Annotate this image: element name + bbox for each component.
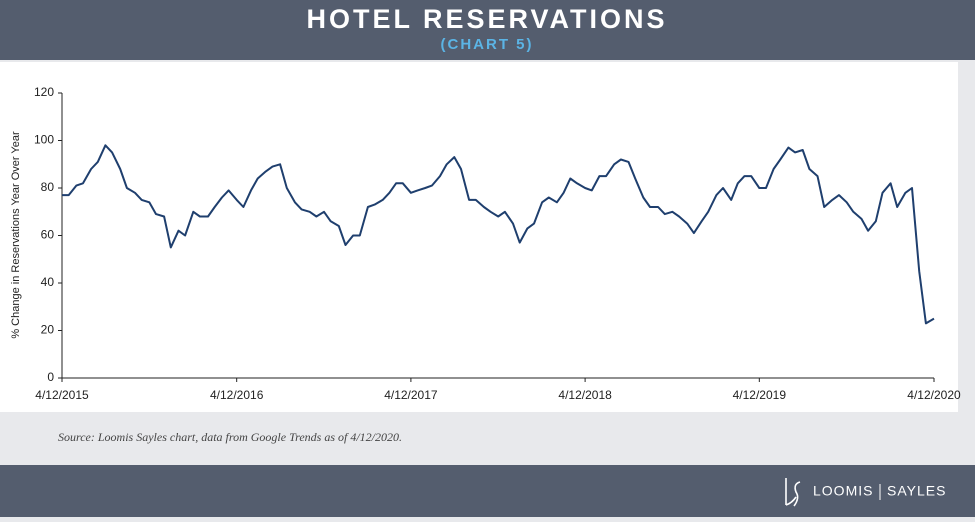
header-band xyxy=(0,0,975,60)
plot-panel xyxy=(0,62,958,412)
chart-title: HOTEL RESERVATIONS xyxy=(306,4,667,34)
brand-right: SAYLES xyxy=(887,483,946,499)
logo-mark xyxy=(785,478,801,507)
y-tick-label: 0 xyxy=(47,370,54,384)
y-tick-label: 120 xyxy=(34,85,54,99)
y-tick-label: 60 xyxy=(41,228,55,242)
x-tick-label: 4/12/2020 xyxy=(907,388,961,402)
x-tick-label: 4/12/2018 xyxy=(558,388,612,402)
x-tick-label: 4/12/2019 xyxy=(733,388,787,402)
y-tick-label: 40 xyxy=(41,275,55,289)
footer-band xyxy=(0,465,975,517)
y-tick-label: 100 xyxy=(34,133,54,147)
y-axis-label: % Change in Reservations Year Over Year xyxy=(10,131,22,339)
x-tick-label: 4/12/2015 xyxy=(35,388,89,402)
brand-left: LOOMIS xyxy=(813,483,873,499)
x-tick-label: 4/12/2017 xyxy=(384,388,438,402)
data-line xyxy=(62,144,935,325)
x-tick-label: 4/12/2016 xyxy=(210,388,264,402)
chart-subtitle: (CHART 5) xyxy=(441,36,534,53)
source-note: Source: Loomis Sayles chart, data from G… xyxy=(58,430,402,444)
y-tick-label: 80 xyxy=(41,180,55,194)
y-tick-label: 20 xyxy=(41,323,55,337)
